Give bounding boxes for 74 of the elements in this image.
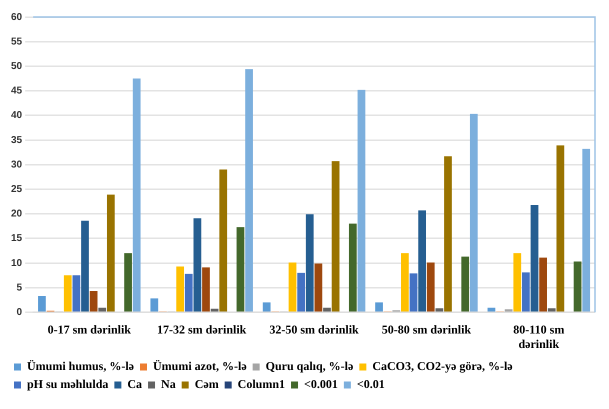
bar [358,90,366,312]
bar [323,308,331,312]
bar [513,253,522,312]
bar [426,262,435,312]
y-tick-label: 20 [11,208,23,220]
bar [124,253,132,312]
y-tick-label: 25 [11,184,23,195]
y-tick-label: 15 [11,233,23,244]
x-tick-label: 80-110 sm dərinlik [513,322,564,351]
y-tick-label: 0 [16,306,23,318]
bar [556,145,564,312]
bar [348,224,357,312]
bar [488,308,496,312]
bar [236,227,244,312]
y-tick-label: 45 [11,86,23,97]
bar [297,272,306,312]
bar [245,69,253,312]
y-tick-label: 50 [11,60,23,72]
bar [150,298,158,312]
bar [194,218,202,312]
bar [539,258,547,312]
bar [184,274,193,312]
bar [410,273,418,312]
bar [132,78,141,312]
legend-label: Quru qalıq, %-lə [266,359,354,374]
x-tick-label: 17-32 sm dərinlik [157,322,247,336]
bar [210,308,218,312]
legend-label: Column1 [238,377,286,392]
bar [81,220,89,312]
bar [202,267,210,312]
y-tick-label: 55 [11,36,23,48]
bar [64,275,72,312]
bar [582,148,590,312]
y-tick-label: 10 [11,258,23,269]
legend-label: <0.01 [356,377,385,392]
y-tick-label: 60 [11,12,23,23]
bar [306,214,314,312]
x-tick-label: 32-50 sm dərinlik [269,322,360,336]
bar [106,194,115,312]
bar [461,256,470,312]
bar [435,308,444,312]
legend-label: CaCO3, CO2-yə görə, %-lə [372,359,513,374]
bar [262,302,271,312]
bar [288,262,296,312]
y-tick-label: 35 [11,134,23,146]
bar [522,272,530,312]
bar [401,253,409,312]
bar [314,263,322,312]
legend-label: Ca [127,377,142,392]
bar [38,296,46,312]
legend-label: Ümumi humus, %-lə [27,359,134,374]
legend-label: Ümumi azot, %-lə [153,359,247,374]
bar [530,204,538,312]
y-tick-label: 30 [11,159,23,170]
bar [332,161,340,312]
bar [219,170,228,312]
bar [548,308,556,312]
x-tick-label: 0-17 sm dərinlik [48,322,132,336]
bar [574,262,582,312]
bar [176,266,184,312]
legend-label: Na [161,377,176,392]
bar [470,114,478,312]
legend-label: Cəm [194,377,219,392]
bar [72,275,80,312]
legend-label: <0.001 [304,377,338,392]
bar [444,156,452,312]
y-tick-label: 5 [16,282,23,294]
bar [98,308,106,312]
x-tick-label: 50-80 sm dərinlik [382,322,472,336]
y-tick-label: 40 [11,110,23,122]
legend-label: pH su məhlulda [27,377,108,392]
bar [418,210,426,312]
bar [90,291,98,312]
bar [375,302,383,312]
